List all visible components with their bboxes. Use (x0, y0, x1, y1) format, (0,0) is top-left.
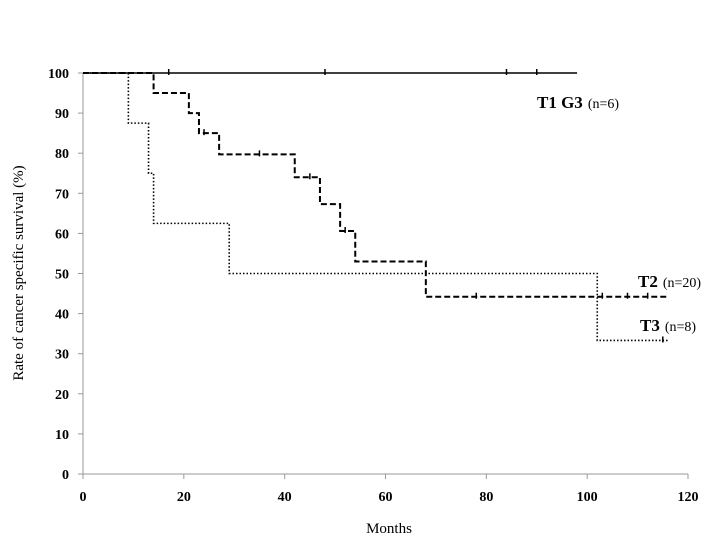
y-tick-label: 20 (55, 388, 69, 403)
y-tick-label: 30 (55, 348, 69, 363)
x-tick-label: 100 (577, 490, 598, 505)
x-axis-title: Months (366, 521, 412, 537)
y-tick-label: 10 (55, 428, 69, 443)
series-label-t2: T2 (n=20) (638, 272, 701, 291)
y-tick-label: 100 (48, 67, 69, 82)
series-label-n: (n=6) (588, 97, 620, 112)
y-tick-label: 70 (55, 187, 69, 202)
x-tick-label: 120 (678, 490, 699, 505)
series-label-n: (n=8) (665, 320, 697, 335)
x-tick-label: 40 (278, 490, 292, 505)
x-tick-label: 80 (479, 490, 493, 505)
axes: 0 10 20 30 40 50 60 70 80 90 100 0 20 40 60 80 100 120 (48, 67, 699, 505)
y-tick-label: 60 (55, 227, 69, 242)
y-axis-title: Rate of cancer specific survival (%) (11, 165, 27, 380)
x-tick-label: 0 (80, 490, 87, 505)
series-line-t2 (83, 72, 668, 298)
series-label-name: T3 (640, 316, 660, 335)
series-label-name: T2 (638, 272, 658, 291)
y-tick-label: 40 (55, 308, 69, 323)
series-label-t1-g3: T1 G3 (n=6) (537, 93, 619, 112)
series-label-name: T1 G3 (537, 93, 583, 112)
y-tick-label: 0 (62, 468, 69, 483)
y-tick-label: 90 (55, 107, 69, 122)
series-line-t3 (83, 72, 668, 342)
x-tick-label: 20 (177, 490, 191, 505)
series-annotations: T1 G3 (n=6) T2 (n=20) T3 (n=8) (537, 93, 701, 335)
x-tick-label: 60 (379, 490, 393, 505)
y-tick-label: 50 (55, 268, 69, 283)
series-label-t3: T3 (n=8) (640, 316, 696, 335)
series-label-n: (n=20) (663, 276, 702, 291)
y-tick-label: 80 (55, 147, 69, 162)
series-layer (83, 69, 668, 343)
